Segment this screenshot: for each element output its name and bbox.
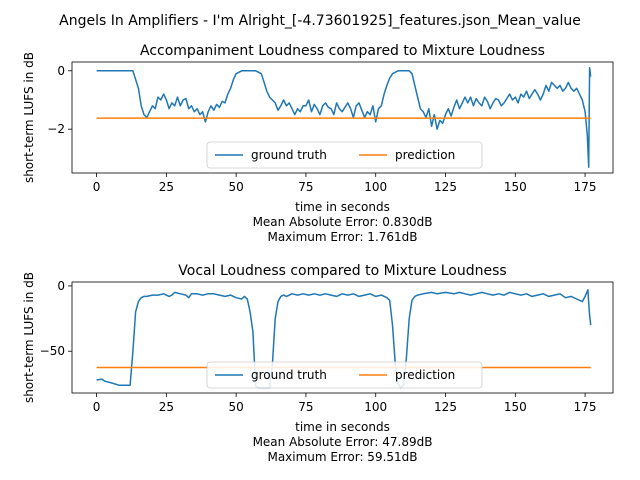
axes-frame xyxy=(71,61,614,174)
chart-2: Vocal Loudness compared to Mixture Loudn… xyxy=(22,263,614,464)
x-tick-label: 100 xyxy=(364,180,387,194)
x-tick-label: 150 xyxy=(504,180,527,194)
y-tick-label: 0 xyxy=(57,279,65,293)
y-axis-label: short-term LUFS in dB xyxy=(22,52,36,183)
legend: ground truth prediction xyxy=(206,361,483,389)
x-tick-label: 75 xyxy=(298,400,313,414)
x-tick-label: 150 xyxy=(504,400,527,414)
error-caption: Maximum Error: 1.761dB xyxy=(267,230,417,244)
legend-label: ground truth xyxy=(251,368,327,382)
y-tick-label: 0 xyxy=(57,64,65,78)
x-tick-label: 0 xyxy=(93,180,101,194)
legend-label: prediction xyxy=(395,368,455,382)
x-tick-label: 125 xyxy=(434,400,457,414)
y-tick-label: −50 xyxy=(40,344,65,358)
chart-title: Accompaniment Loudness compared to Mixtu… xyxy=(140,43,545,59)
x-tick-label: 25 xyxy=(159,400,174,414)
legend-label: ground truth xyxy=(251,148,327,162)
error-caption: Mean Absolute Error: 0.830dB xyxy=(253,215,433,229)
chart-title: Vocal Loudness compared to Mixture Loudn… xyxy=(178,263,506,279)
figure-suptitle: Angels In Amplifiers - I'm Alright_[-4.7… xyxy=(59,13,581,29)
x-tick-label: 50 xyxy=(229,400,244,414)
x-axis-label: time in seconds xyxy=(295,420,390,434)
series-line-ground-truth xyxy=(96,289,592,389)
error-caption: Maximum Error: 59.51dB xyxy=(267,450,417,464)
x-tick-label: 100 xyxy=(364,400,387,414)
x-tick-label: 125 xyxy=(434,180,457,194)
x-tick-label: 175 xyxy=(574,180,597,194)
x-tick-label: 175 xyxy=(574,400,597,414)
axes-frame xyxy=(71,281,614,394)
x-tick-label: 50 xyxy=(229,180,244,194)
legend-box xyxy=(206,361,483,389)
legend-label: prediction xyxy=(395,148,455,162)
y-tick-label: −2 xyxy=(47,122,65,136)
x-axis-label: time in seconds xyxy=(295,200,390,214)
y-axis-label: short-term LUFS in dB xyxy=(22,272,36,403)
legend: ground truth prediction xyxy=(206,141,483,169)
chart-1: Accompaniment Loudness compared to Mixtu… xyxy=(22,43,614,244)
x-tick-label: 25 xyxy=(159,180,174,194)
error-caption: Mean Absolute Error: 47.89dB xyxy=(253,435,433,449)
x-tick-label: 75 xyxy=(298,180,313,194)
x-tick-label: 0 xyxy=(93,400,101,414)
legend-box xyxy=(206,141,483,169)
series-line-ground-truth xyxy=(96,67,592,168)
